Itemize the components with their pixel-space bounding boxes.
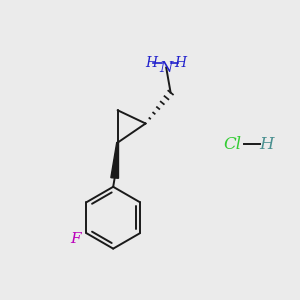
Text: H: H — [259, 136, 274, 153]
Text: F: F — [70, 232, 81, 246]
Text: H: H — [145, 56, 157, 70]
Text: N: N — [160, 61, 173, 75]
Polygon shape — [111, 142, 118, 178]
Text: H: H — [174, 56, 186, 70]
Text: Cl: Cl — [224, 136, 242, 153]
